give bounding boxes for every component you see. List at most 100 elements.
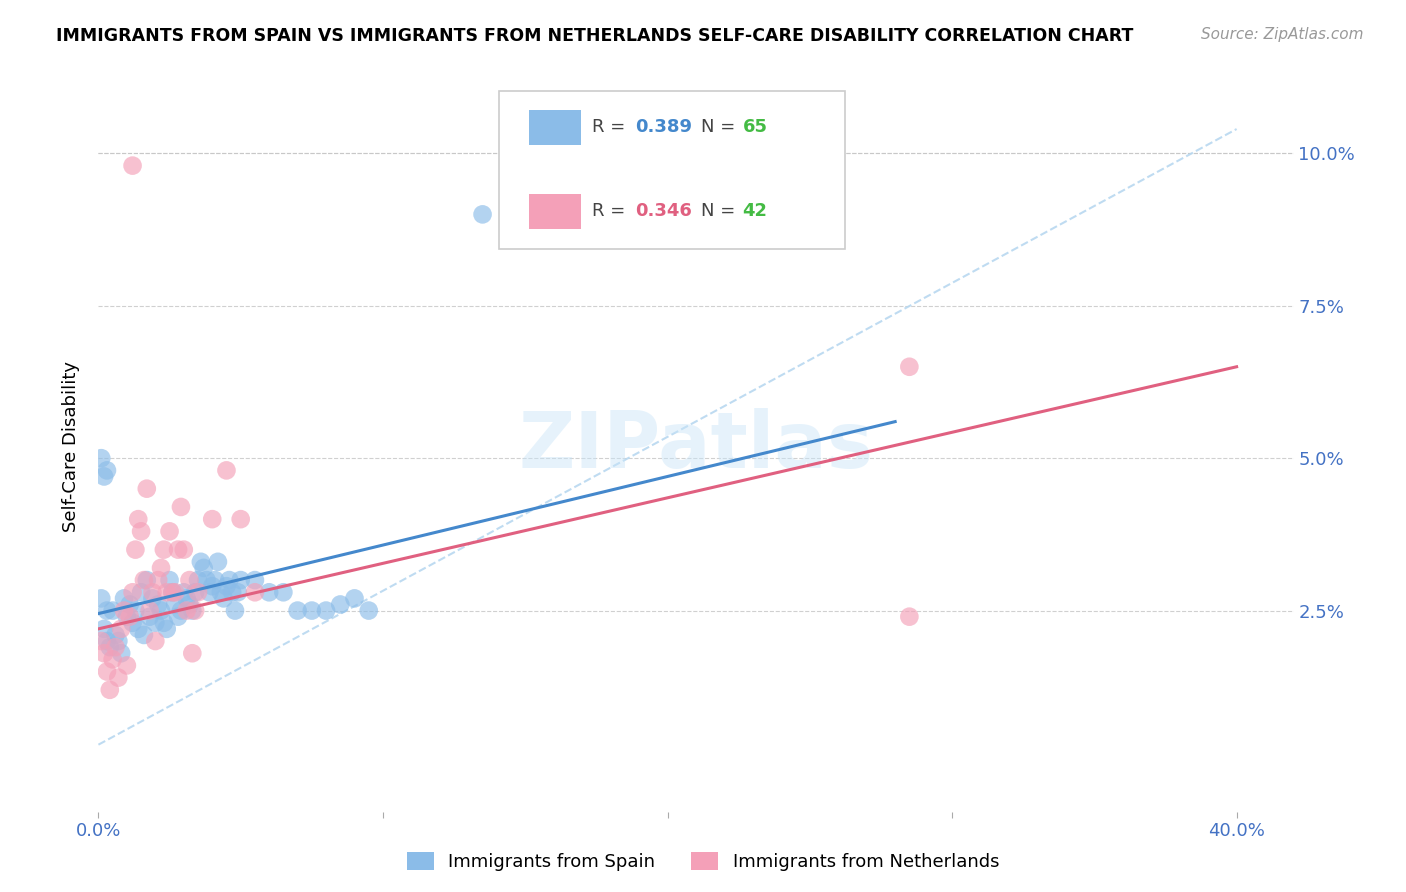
Point — [143, 615, 166, 630]
Text: ZIPatlas: ZIPatlas — [519, 408, 873, 484]
Point — [148, 598, 170, 612]
Point — [90, 451, 112, 466]
Point — [343, 591, 366, 606]
Point — [176, 603, 198, 617]
Point — [243, 573, 266, 587]
Point — [221, 585, 243, 599]
Point — [329, 598, 352, 612]
Point — [127, 622, 149, 636]
Point — [190, 555, 212, 569]
Point — [184, 603, 207, 617]
Point — [357, 603, 380, 617]
Point — [218, 573, 240, 587]
Point — [198, 585, 221, 599]
Point — [90, 591, 112, 606]
Point — [209, 585, 232, 599]
Point — [167, 542, 190, 557]
Point — [118, 609, 141, 624]
Point — [162, 585, 184, 599]
Point — [121, 159, 143, 173]
Point — [257, 585, 280, 599]
Point — [150, 561, 173, 575]
Point — [898, 359, 921, 374]
Point — [224, 603, 246, 617]
Point — [127, 512, 149, 526]
Point — [148, 573, 170, 587]
Point — [129, 585, 152, 599]
Point — [96, 665, 118, 679]
Point — [243, 585, 266, 599]
Point — [181, 646, 204, 660]
FancyBboxPatch shape — [499, 91, 845, 249]
Point — [287, 603, 309, 617]
Point — [301, 603, 323, 617]
Point — [150, 603, 173, 617]
Point — [110, 622, 132, 636]
Point — [101, 652, 124, 666]
Point — [167, 609, 190, 624]
Point — [115, 658, 138, 673]
Point — [201, 579, 224, 593]
Point — [96, 463, 118, 477]
Point — [273, 585, 295, 599]
Point — [98, 682, 121, 697]
Point — [159, 573, 181, 587]
Point — [121, 585, 143, 599]
Point — [110, 646, 132, 660]
Point — [173, 585, 195, 599]
Point — [135, 482, 157, 496]
Point — [107, 671, 129, 685]
Point — [207, 555, 229, 569]
Point — [96, 603, 118, 617]
Point — [229, 512, 252, 526]
Point — [96, 634, 118, 648]
Point — [215, 463, 238, 477]
Point — [170, 500, 193, 514]
Text: R =: R = — [592, 118, 631, 136]
Point — [98, 640, 121, 655]
Point — [153, 542, 176, 557]
Point — [156, 585, 179, 599]
Point — [315, 603, 337, 617]
Text: 42: 42 — [742, 202, 768, 220]
FancyBboxPatch shape — [529, 110, 581, 145]
Point — [143, 634, 166, 648]
Point — [129, 524, 152, 539]
Point — [193, 561, 215, 575]
Point — [138, 609, 160, 624]
Point — [153, 615, 176, 630]
Point — [204, 573, 226, 587]
Text: N =: N = — [700, 202, 741, 220]
Text: R =: R = — [592, 202, 631, 220]
Point — [229, 573, 252, 587]
Point — [187, 573, 209, 587]
Point — [176, 591, 198, 606]
Point — [118, 598, 141, 612]
Point — [179, 573, 201, 587]
Point — [115, 609, 138, 624]
Point — [93, 646, 115, 660]
Point — [90, 634, 112, 648]
Point — [112, 603, 135, 617]
Point — [170, 603, 193, 617]
Point — [184, 585, 207, 599]
Legend: Immigrants from Spain, Immigrants from Netherlands: Immigrants from Spain, Immigrants from N… — [399, 845, 1007, 879]
Text: 65: 65 — [742, 118, 768, 136]
Point — [173, 542, 195, 557]
Point — [107, 634, 129, 648]
Text: IMMIGRANTS FROM SPAIN VS IMMIGRANTS FROM NETHERLANDS SELF-CARE DISABILITY CORREL: IMMIGRANTS FROM SPAIN VS IMMIGRANTS FROM… — [56, 27, 1133, 45]
Point — [132, 573, 155, 587]
Point — [201, 512, 224, 526]
Point — [93, 622, 115, 636]
Point — [898, 609, 921, 624]
Point — [132, 628, 155, 642]
Point — [121, 615, 143, 630]
Point — [141, 591, 163, 606]
Point — [104, 628, 127, 642]
Point — [159, 524, 181, 539]
Text: N =: N = — [700, 118, 741, 136]
Point — [124, 603, 146, 617]
Point — [124, 542, 146, 557]
Point — [181, 603, 204, 617]
Y-axis label: Self-Care Disability: Self-Care Disability — [62, 360, 80, 532]
